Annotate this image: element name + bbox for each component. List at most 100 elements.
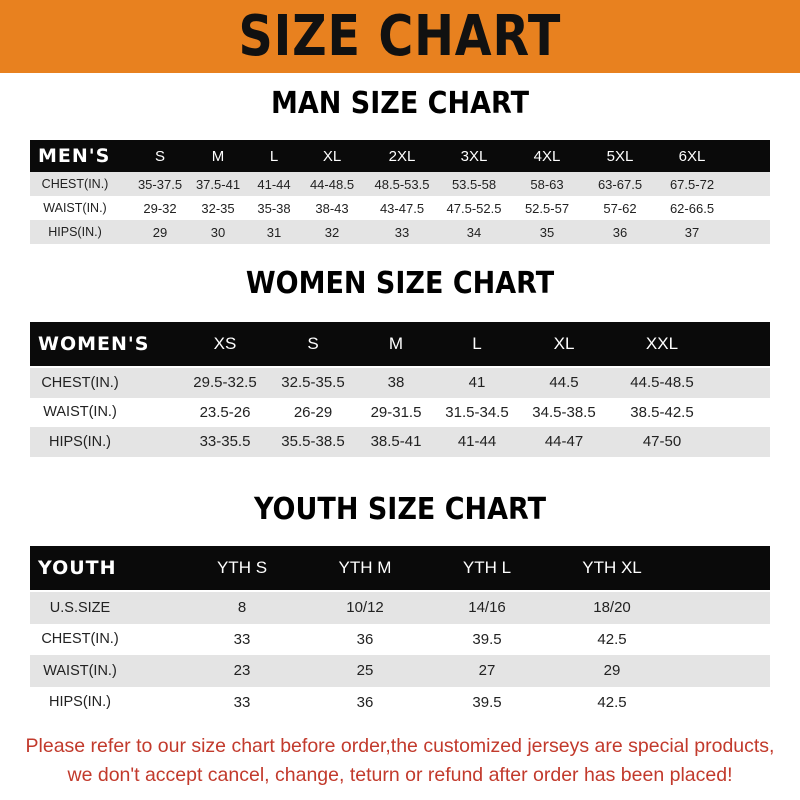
value-cell: 33	[233, 630, 251, 648]
value-cell: 29.5-32.5	[193, 374, 257, 392]
size-header-cell: XL	[322, 147, 342, 165]
row-label: WAIST(IN.)	[43, 201, 107, 215]
header-row: MEN'S S M L XL 2XL 3XL 4XL 5XL 6XL	[30, 140, 770, 172]
row-label: HIPS(IN.)	[48, 433, 112, 450]
size-header-cell: L	[269, 147, 279, 165]
header-label: YOUTH	[38, 557, 117, 579]
value-cell: 43-47.5	[379, 200, 425, 216]
value-cell: 35-37.5	[137, 176, 183, 192]
value-cell: 31	[266, 224, 282, 240]
value-cell: 32.5-35.5	[281, 374, 345, 392]
value-cell: 37	[684, 224, 700, 240]
value-cell: 14/16	[468, 599, 506, 617]
value-cell: 31.5-34.5	[445, 403, 509, 421]
size-header-cell: 2XL	[388, 147, 416, 165]
value-cell: 29-31.5	[370, 403, 422, 421]
value-cell: 57-62	[603, 200, 637, 216]
size-header-cell: M	[211, 147, 225, 165]
value-cell: 36	[356, 693, 374, 711]
value-cell: 44-47	[544, 433, 584, 451]
header-row: WOMEN'S XS S M L XL XXL	[30, 322, 770, 366]
men-section-title: MAN SIZE CHART	[271, 86, 529, 121]
value-cell: 23.5-26	[199, 403, 251, 421]
value-cell: 25	[356, 662, 374, 680]
table-row: HIPS(IN.) 33 36 39.5 42.5	[30, 687, 770, 719]
value-cell: 8	[237, 599, 247, 617]
value-cell: 41	[468, 374, 486, 392]
size-header-cell: YTH M	[338, 558, 392, 577]
value-cell: 33	[233, 693, 251, 711]
header-label: MEN'S	[38, 145, 111, 167]
value-cell: 63-67.5	[597, 176, 643, 192]
row-label: CHEST(IN.)	[41, 374, 119, 391]
value-cell: 38.5-42.5	[630, 403, 694, 421]
row-label: WAIST(IN.)	[43, 662, 117, 679]
row-label: WAIST(IN.)	[43, 404, 117, 421]
youth-size-table: YOUTH YTH S YTH M YTH L YTH XL U.S.SIZE 8 10/12…	[30, 546, 770, 718]
women-section-title: WOMEN SIZE CHART	[245, 266, 555, 301]
value-cell: 32	[324, 224, 340, 240]
size-header-cell: XL	[553, 334, 575, 353]
value-cell: 35-38	[257, 200, 291, 216]
row-label: U.S.SIZE	[49, 599, 111, 616]
size-header-cell: XXL	[645, 334, 679, 353]
value-cell: 32-35	[201, 200, 235, 216]
value-cell: 47.5-52.5	[446, 200, 502, 216]
table-row: U.S.SIZE 8 10/12 14/16 18/20	[30, 592, 770, 624]
size-header-cell: S	[154, 147, 166, 165]
table-row: WAIST(IN.) 23.5-26 26-29 29-31.5 31.5-34.5 34…	[30, 398, 770, 428]
size-chart-banner: SIZE CHART	[0, 0, 800, 73]
row-label: HIPS(IN.)	[48, 225, 102, 239]
footer-notice: Please refer to our size chart before or…	[0, 732, 800, 790]
value-cell: 36	[612, 224, 628, 240]
header-label: WOMEN'S	[38, 333, 150, 355]
footer-line-1: Please refer to our size chart before or…	[25, 735, 775, 757]
value-cell: 39.5	[472, 693, 502, 711]
value-cell: 48.5-53.5	[374, 176, 430, 192]
size-header-cell: M	[388, 334, 404, 353]
value-cell: 52.5-57	[524, 200, 570, 216]
row-label: HIPS(IN.)	[48, 694, 112, 711]
header-row: YOUTH YTH S YTH M YTH L YTH XL	[30, 546, 770, 590]
value-cell: 34.5-38.5	[532, 403, 596, 421]
value-cell: 44.5	[549, 374, 579, 392]
size-header-cell: L	[472, 334, 482, 353]
value-cell: 26-29	[293, 403, 333, 421]
value-cell: 38-43	[315, 200, 349, 216]
value-cell: 18/20	[593, 599, 631, 617]
size-header-cell: 5XL	[606, 147, 634, 165]
value-cell: 42.5	[597, 630, 627, 648]
value-cell: 53.5-58	[451, 176, 497, 192]
value-cell: 39.5	[472, 630, 502, 648]
youth-section-title: YOUTH SIZE CHART	[253, 492, 547, 527]
value-cell: 62-66.5	[669, 200, 715, 216]
size-header-cell: XS	[213, 334, 237, 353]
value-cell: 38.5-41	[370, 433, 422, 451]
size-header-cell: YTH S	[216, 558, 268, 577]
size-header-cell: YTH XL	[582, 558, 642, 577]
women-size-table: WOMEN'S XS S M L XL XXL CHEST(IN.) 29.5-32.5 32.5…	[30, 322, 770, 457]
men-size-table: MEN'S S M L XL 2XL 3XL 4XL 5XL 6XL CHEST(IN.) 35-37…	[30, 140, 770, 244]
value-cell: 44.5-48.5	[630, 374, 694, 392]
row-label: CHEST(IN.)	[41, 631, 119, 648]
size-header-cell: 4XL	[533, 147, 561, 165]
row-label: CHEST(IN.)	[41, 177, 109, 191]
value-cell: 67.5-72	[669, 176, 715, 192]
value-cell: 30	[210, 224, 226, 240]
size-header-cell: 3XL	[460, 147, 488, 165]
value-cell: 35.5-38.5	[281, 433, 345, 451]
value-cell: 42.5	[597, 693, 627, 711]
size-header-cell: YTH L	[462, 558, 512, 577]
value-cell: 47-50	[642, 433, 682, 451]
table-row: CHEST(IN.) 29.5-32.5 32.5-35.5 38 41 44.5 44.5…	[30, 368, 770, 398]
table-row: CHEST(IN.) 35-37.5 37.5-41 41-44 44-48.5 48.5…	[30, 172, 770, 196]
size-header-cell: S	[307, 334, 319, 353]
value-cell: 34	[466, 224, 482, 240]
table-row: CHEST(IN.) 33 36 39.5 42.5	[30, 624, 770, 656]
value-cell: 41-44	[457, 433, 497, 451]
value-cell: 58-63	[530, 176, 564, 192]
table-row: HIPS(IN.) 33-35.5 35.5-38.5 38.5-41 41-44 44-…	[30, 427, 770, 457]
value-cell: 44-48.5	[309, 176, 355, 192]
banner-title: SIZE CHART	[238, 4, 562, 69]
table-row: WAIST(IN.) 23 25 27 29	[30, 655, 770, 687]
